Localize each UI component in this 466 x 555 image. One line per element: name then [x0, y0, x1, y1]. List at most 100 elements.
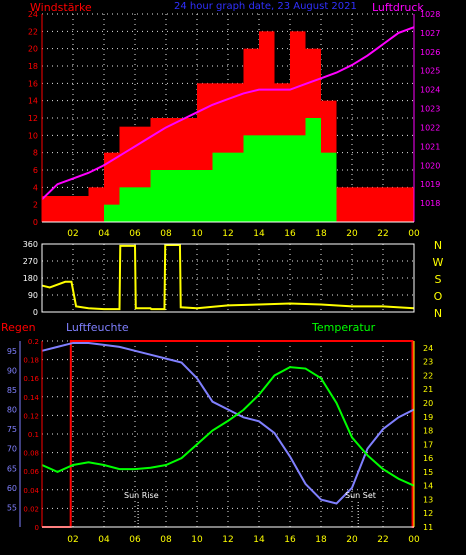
humidity-x-tick: 22: [377, 535, 388, 545]
avg-bar: [290, 135, 306, 222]
humidity-y-tick: 90: [7, 366, 17, 375]
wind-pressure-panel: Windstärke 24 hour graph date, 23 August…: [28, 1, 441, 239]
gust-bar: [383, 187, 399, 222]
temperature-title: Temperatur: [311, 321, 376, 334]
pressure-line: [41, 26, 415, 201]
temperature-y-tick: 22: [423, 371, 433, 380]
wind-x-tick: 00: [408, 229, 420, 239]
rain-y-tick: 0.08: [23, 450, 39, 458]
avg-bar: [181, 170, 197, 222]
direction-y-tick: 270: [23, 257, 38, 266]
avg-bar: [150, 170, 166, 222]
humidity-x-tick: 06: [129, 535, 141, 545]
wind-y-tick: 6: [33, 166, 38, 175]
compass-letter: N: [434, 239, 442, 252]
gust-bar: [88, 187, 104, 222]
temperature-y-tick: 21: [423, 385, 433, 394]
pressure-y-tick: 1023: [420, 105, 440, 114]
wind-y-tick: 14: [28, 97, 38, 106]
temperature-y-tick: 13: [423, 495, 433, 504]
humidity-y-tick: 80: [7, 406, 17, 415]
temperature-y-tick: 19: [423, 413, 433, 422]
humidity-x-tick: 20: [346, 535, 358, 545]
direction-y-tick: 0: [33, 308, 38, 317]
wind-x-tick: 18: [315, 229, 327, 239]
gust-bar: [352, 187, 368, 222]
rain-y-tick: 0: [35, 524, 39, 532]
gust-bar: [336, 187, 352, 222]
date-title: 24 hour graph date, 23 August 2021: [174, 1, 357, 12]
humidity-x-tick: 14: [253, 535, 265, 545]
direction-y-tick: 360: [23, 240, 38, 249]
temperature-y-tick: 23: [423, 358, 433, 367]
sun-rise-label: Sun Rise: [124, 491, 159, 500]
pressure-y-tick: 1020: [420, 161, 440, 170]
avg-bar: [259, 135, 275, 222]
wind-x-tick: 12: [222, 229, 233, 239]
temperature-y-tick: 14: [423, 482, 433, 491]
avg-bar: [228, 152, 244, 222]
rain-y-tick: 0.2: [28, 338, 39, 346]
humidity-axes: 0 0.02 0.04 0.06 0.08 0.1 0.12 0.14 0.16 0.18 0.2 5…: [7, 338, 433, 545]
humidity-x-tick: 18: [315, 535, 327, 545]
humidity-y-tick: 55: [7, 503, 17, 512]
compass-letter: S: [435, 273, 442, 286]
avg-bar: [119, 187, 135, 222]
humidity-y-tick: 75: [7, 425, 17, 434]
rain-y-tick: 0.18: [23, 357, 39, 365]
direction-y-tick: 180: [23, 274, 38, 283]
wind-x-tick: 04: [98, 229, 110, 239]
gust-bar: [367, 187, 383, 222]
humidity-grid: [42, 340, 415, 528]
humidity-line: [41, 341, 415, 505]
rain-y-tick: 0.04: [23, 487, 39, 495]
pressure-y-tick: 1021: [420, 142, 440, 151]
wind-x-tick: 08: [160, 229, 172, 239]
humidity-y-tick: 95: [7, 347, 17, 356]
pressure-y-tick: 1026: [420, 48, 440, 57]
wind-y-tick: 8: [33, 149, 38, 158]
humidity-temperature-panel: Regen Luftfeuchte Temperatur 0 0.02 0.04 0.…: [1, 321, 433, 545]
temperature-y-tick: 18: [423, 427, 433, 436]
wind-y-tick: 10: [28, 131, 38, 140]
avg-bar: [321, 152, 337, 222]
avg-bar: [197, 170, 213, 222]
avg-bar: [274, 135, 290, 222]
pressure-y-tick: 1025: [420, 67, 440, 76]
wind-x-tick: 02: [67, 229, 78, 239]
rain-y-tick: 0.12: [23, 412, 39, 420]
humidity-x-tick: 12: [222, 535, 233, 545]
compass-letter: W: [433, 256, 444, 269]
direction-y-tick: 90: [28, 291, 38, 300]
humidity-y-tick: 85: [7, 386, 17, 395]
wind-direction-line: [41, 243, 415, 311]
wind-y-tick: 24: [28, 10, 38, 19]
wind-x-tick: 16: [284, 229, 296, 239]
wind-y-tick: 12: [28, 114, 38, 123]
sun-set-label: Sun Set: [345, 491, 376, 500]
rain-y-tick: 0.14: [23, 394, 39, 402]
temperature-line: [41, 366, 415, 487]
temperature-y-tick: 12: [423, 509, 433, 518]
rain-y-tick: 0.16: [23, 375, 39, 383]
wind-x-tick: 14: [253, 229, 265, 239]
wind-x-tick: 20: [346, 229, 358, 239]
pressure-y-tick: 1028: [420, 10, 440, 19]
temperature-y-tick: 17: [423, 440, 433, 449]
pressure-y-tick: 1024: [420, 86, 440, 95]
rain-y-tick: 0.02: [23, 505, 39, 513]
direction-grid: [42, 243, 415, 313]
wind-axes: 0246810121416182022241018101910201021102…: [28, 10, 441, 239]
humidity-x-tick: 00: [408, 535, 420, 545]
temperature-y-tick: 24: [423, 344, 433, 353]
wind-y-tick: 4: [33, 183, 38, 192]
rain-y-tick: 0.1: [28, 431, 39, 439]
humidity-x-tick: 10: [191, 535, 203, 545]
humidity-y-tick: 60: [7, 484, 17, 493]
wind-y-tick: 0: [33, 218, 38, 227]
temperature-y-tick: 15: [423, 468, 433, 477]
wind-x-tick: 22: [377, 229, 388, 239]
wind-y-tick: 16: [28, 79, 38, 88]
